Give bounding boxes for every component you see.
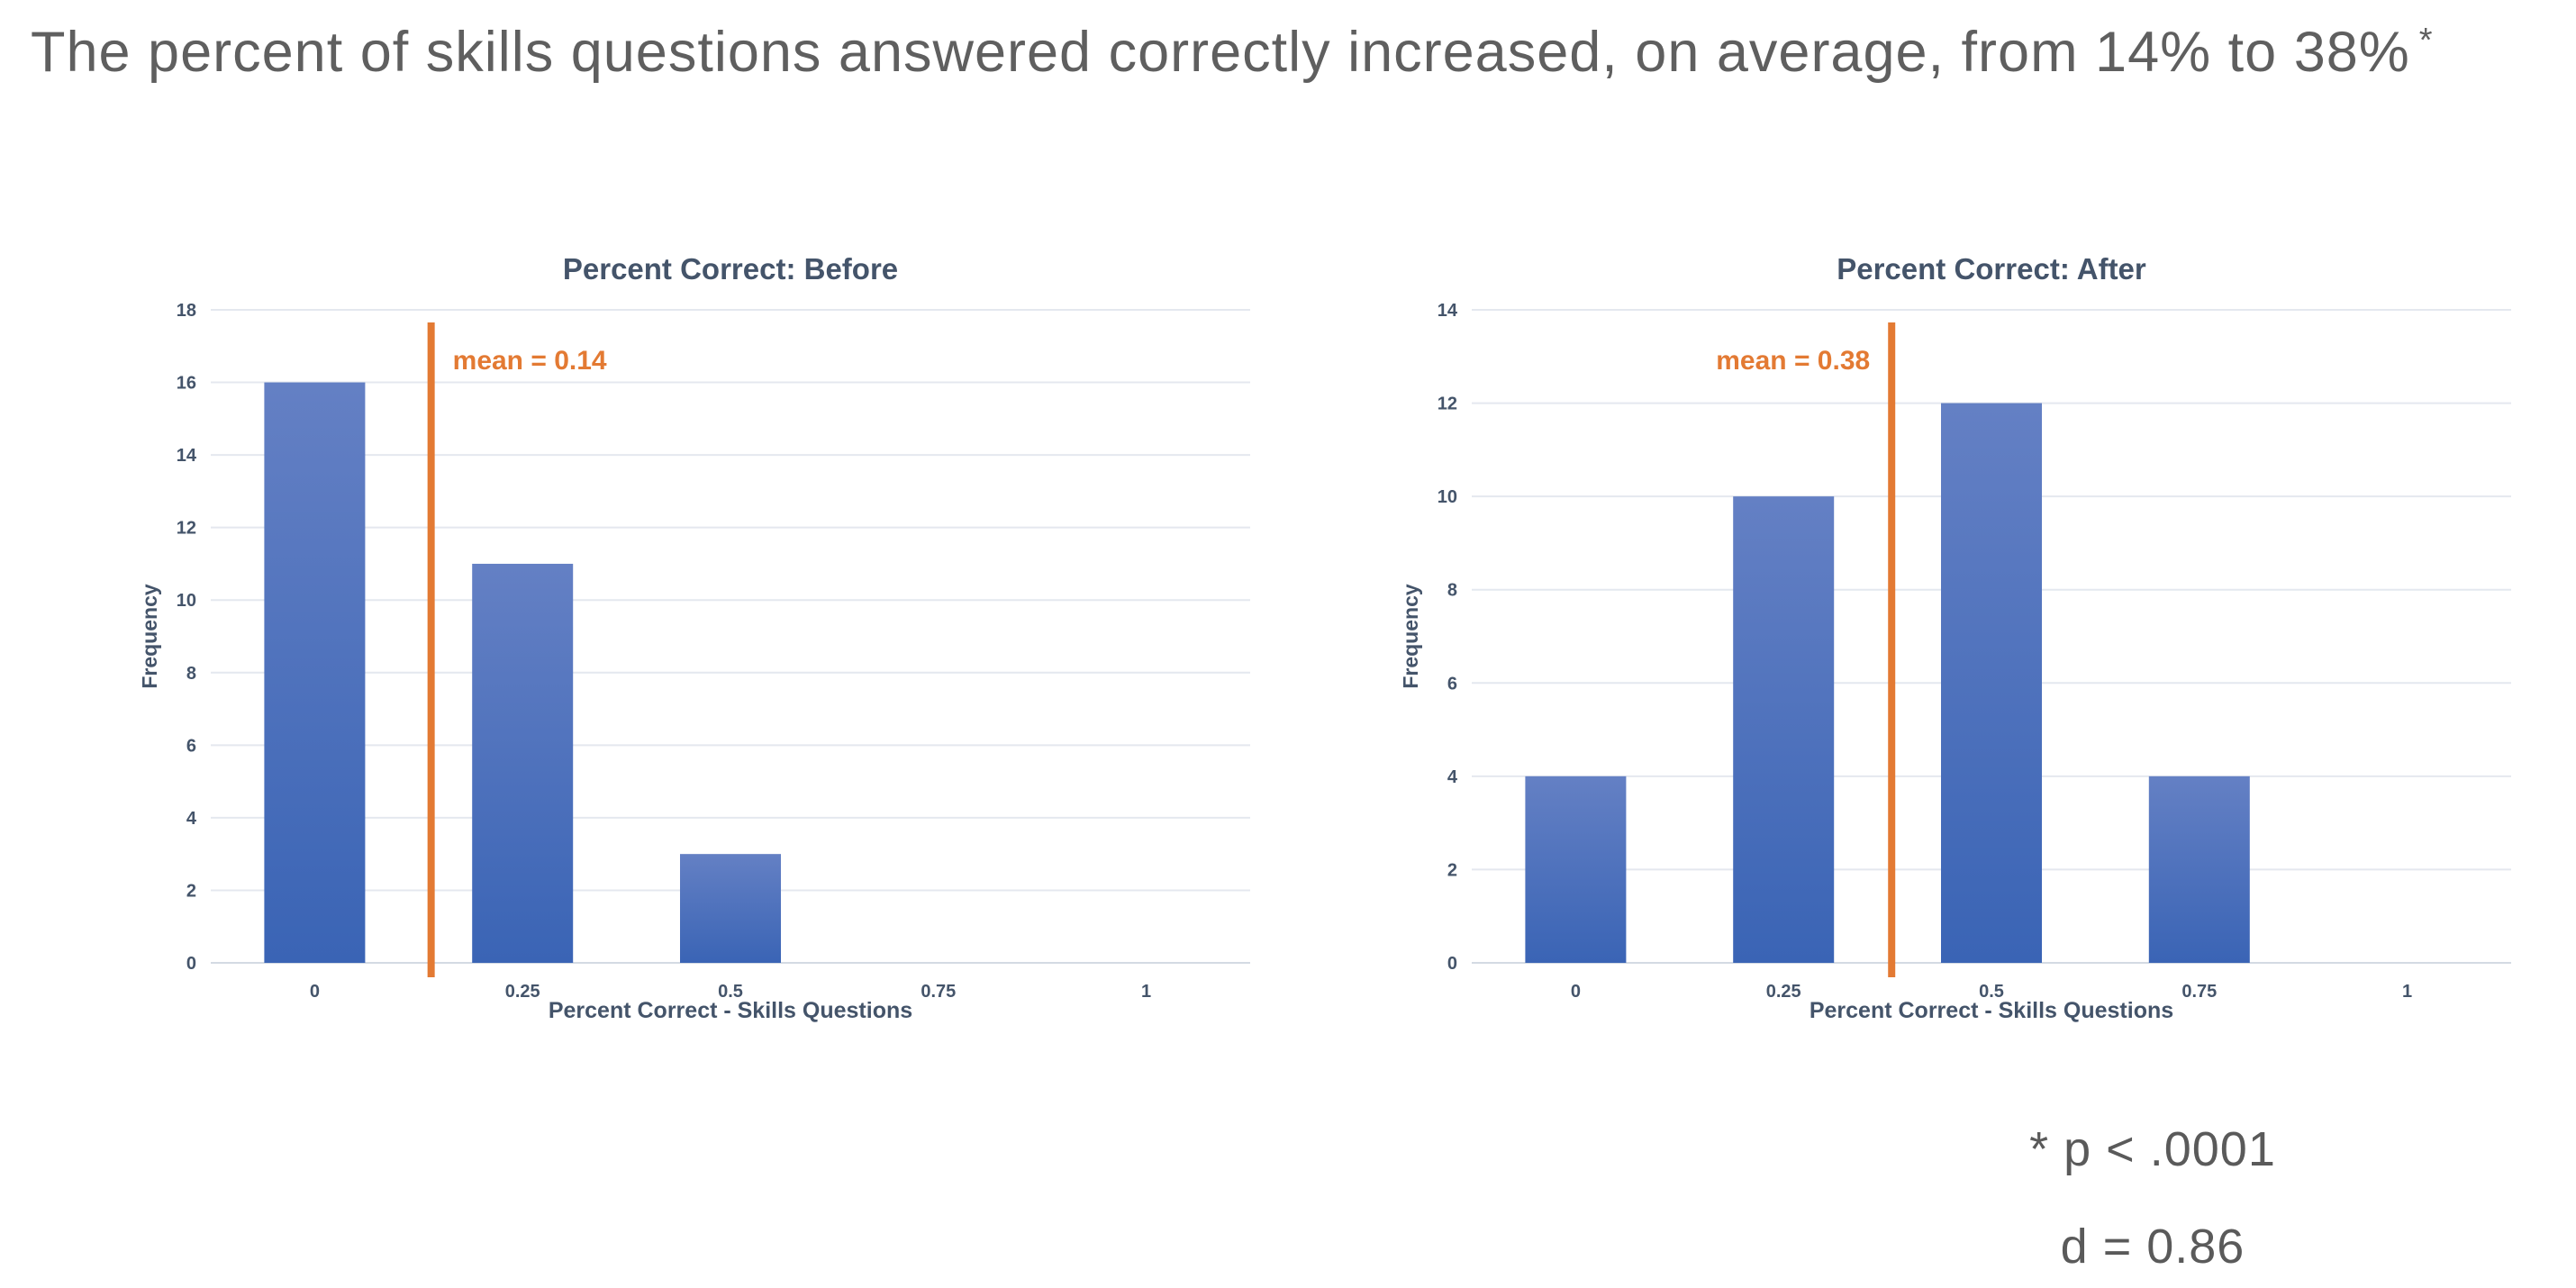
bar-0 bbox=[264, 382, 366, 963]
y-tick-label: 12 bbox=[1438, 395, 1457, 414]
y-tick-label: 6 bbox=[186, 736, 196, 756]
bar-0 bbox=[1525, 776, 1627, 963]
x-tick-label: 1 bbox=[2402, 982, 2412, 1002]
slide-title-asterisk: * bbox=[2418, 22, 2434, 59]
y-tick-label: 18 bbox=[177, 301, 196, 321]
x-axis-title: Percent Correct - Skills Questions bbox=[549, 998, 912, 1023]
x-tick-label: 0.75 bbox=[2181, 982, 2217, 1002]
chart-title: Percent Correct: After bbox=[1837, 252, 2146, 286]
bar-0.75 bbox=[2148, 776, 2250, 963]
y-tick-label: 12 bbox=[177, 519, 196, 539]
chart-after: 0 2 4 6 8 10 12 14 0 0.25 0.5 0.75 1 mean = 0.38 Perce… bbox=[1399, 252, 2511, 1023]
y-tick-label: 4 bbox=[186, 809, 197, 829]
mean-label: mean = 0.14 bbox=[453, 346, 607, 376]
bar-0.25 bbox=[472, 563, 574, 963]
y-tick-label: 0 bbox=[186, 954, 196, 974]
bar-0.5 bbox=[1941, 403, 2042, 963]
chart-title: Percent Correct: Before bbox=[563, 252, 898, 286]
stats-annotations: * p < .0001 d = 0.86 bbox=[1918, 1121, 2387, 1274]
y-axis-title: Frequency bbox=[138, 584, 161, 689]
x-tick-label: 0.25 bbox=[1766, 982, 1801, 1002]
y-tick-label: 14 bbox=[1438, 301, 1458, 321]
bar-0.5 bbox=[680, 854, 781, 963]
p-value-note: * p < .0001 bbox=[2029, 1122, 2276, 1176]
y-tick-label: 8 bbox=[186, 664, 196, 684]
y-tick-label: 16 bbox=[177, 374, 196, 394]
slide-title: The percent of skills questions answered… bbox=[31, 20, 2562, 85]
y-tick-label: 0 bbox=[1447, 954, 1457, 974]
x-tick-label: 0.75 bbox=[921, 982, 956, 1002]
y-tick-label: 2 bbox=[1447, 860, 1457, 880]
y-tick-label: 10 bbox=[177, 591, 196, 611]
x-tick-label: 0.5 bbox=[1979, 982, 2004, 1002]
bar-0.25 bbox=[1733, 496, 1835, 963]
chart-before: 0 2 4 6 8 10 12 14 16 18 0 0.25 0.5 0.75 1 mean = 0.14 P… bbox=[138, 252, 1250, 1023]
x-tick-label: 0 bbox=[310, 982, 320, 1002]
y-tick-label: 4 bbox=[1447, 767, 1458, 787]
x-axis-title: Percent Correct - Skills Questions bbox=[1810, 998, 2173, 1023]
effect-size-note: d = 0.86 bbox=[2060, 1220, 2245, 1274]
y-tick-label: 2 bbox=[186, 881, 196, 901]
y-axis-title: Frequency bbox=[1399, 584, 1422, 689]
x-tick-label: 0.25 bbox=[505, 982, 540, 1002]
slide-title-text: The percent of skills questions answered… bbox=[31, 21, 2410, 84]
x-tick-label: 0.5 bbox=[718, 982, 743, 1002]
y-tick-label: 8 bbox=[1447, 581, 1457, 601]
y-tick-label: 10 bbox=[1438, 487, 1457, 507]
x-tick-label: 1 bbox=[1141, 982, 1151, 1002]
x-tick-label: 0 bbox=[1571, 982, 1581, 1002]
y-tick-label: 6 bbox=[1447, 674, 1457, 694]
y-tick-label: 14 bbox=[177, 446, 197, 466]
mean-label: mean = 0.38 bbox=[1716, 346, 1870, 376]
